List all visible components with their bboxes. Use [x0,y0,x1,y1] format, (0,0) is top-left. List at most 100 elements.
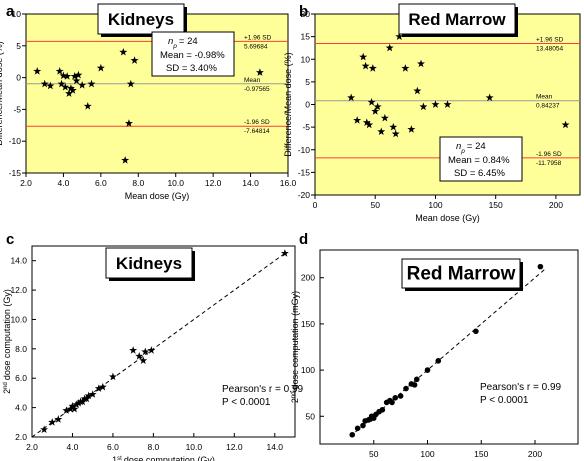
panel-d-point-14 [392,395,399,401]
panel-c-xtick-label-0: 2.0 [26,442,38,452]
panel-b-ytick-label-4: 0 [305,100,310,110]
panel-label-b: b [299,3,308,20]
panel-d-xtick-label-0: 50 [369,449,379,459]
panel-b-point-0 [347,93,356,102]
panel-b-ytick-label-3: -5 [302,122,310,132]
panel-d-point-10 [379,407,386,413]
panel-a-ref-value-0: 5.69684 [244,43,268,50]
panel-b-ytick-label-2: -10 [298,145,311,155]
panel-d-ytick-label-3: 200 [301,273,315,283]
panel-b-ytick-label-7: 15 [301,32,311,42]
panel-a-xtick-label-4: 10.0 [167,178,184,188]
panel-c-xtick-label-4: 10.0 [186,442,203,452]
panel-b-point-16 [401,64,410,72]
panel-d-ylabel-pre: 2 [290,398,300,403]
panel-a-ref-label-0: +1.96 SD [244,34,272,41]
panel-c-ytick-label-1: 4.0 [15,403,27,413]
panel-b-point-8 [371,107,380,115]
panel-c-point-6 [70,404,79,413]
panel-b-stats-box [439,136,523,182]
panel-d-title: Red Marrow [407,264,516,285]
panel-b-ytick-label-5: 5 [305,77,310,87]
panel-c-xlabel: 1st dose computation (Gy) [112,455,215,461]
panel-b-ref-label-2: -1.96 SD [536,151,562,158]
panel-a-point-11 [70,72,79,80]
panel-c-ylabel-sup: nd [3,382,9,389]
panel-b-point-23 [485,93,494,102]
panel-a-point-0 [33,67,42,75]
panel-b-xtick-label-3: 150 [489,200,503,210]
panel-c-point-13 [84,391,93,400]
panel-d-ytick-label-1: 100 [301,365,315,375]
panel-c-title-box [105,247,193,279]
panel-b-point-17 [407,125,416,133]
panel-c-ylabel: 2nd dose computation (Gy) [2,289,12,394]
panel-c-ytick-label-0: 2.0 [15,432,27,442]
panel-c-point-18 [129,346,138,354]
panel-b-point-18 [413,86,422,95]
panel-c-xlabel-text: dose computation (Gy) [124,455,215,461]
panel-a-stats-n-sub: p [172,43,177,50]
panel-c-point-17 [108,372,117,381]
panel-a-point-19 [121,156,130,164]
panel-a-point-23 [255,68,264,76]
panel-d-stats-r: Pearson's r = 0.99 [480,382,562,393]
panel-c-point-22 [147,346,156,354]
panel-b-point-11 [380,113,389,122]
panel-b-xtick-label-0: 0 [313,200,318,210]
panel-a-stats-mean: Mean = -0.98% [160,50,225,61]
panel-a-ref-label-2: -1.96 SD [244,119,270,126]
panel-a-ytick-label-5: 10 [12,9,22,19]
panel-b-point-15 [395,32,404,41]
panel-c-point-23 [280,249,289,257]
panel-d-point-22 [473,328,479,335]
panel-b-xtick-label-1: 50 [370,200,380,210]
panel-c-xtick-label-3: 8.0 [147,442,159,452]
panel-a-title-box [97,3,185,35]
panel-a-point-16 [87,79,96,88]
panel-a-xtick-label-0: 2.0 [20,178,32,188]
panel-d-ytick-label-2: 150 [301,319,315,329]
panel-c-point-19 [135,351,144,360]
panel-c-point-7 [72,400,81,409]
panel-a-stats-box [151,31,235,77]
panel-a-point-13 [74,70,83,79]
panel-d-title-box [401,258,521,289]
panel-a-point-7 [63,72,72,80]
panel-a-point-12 [72,76,81,85]
panel-b-point-3 [361,61,370,70]
panel-a-xtick-label-5: 12.0 [205,178,222,188]
panel-b-stats-n: np = 24 [456,141,486,155]
panel-d-ylabel-sup: nd [291,391,297,398]
panel-a-point-4 [57,79,66,88]
panel-d-point-13 [389,399,395,406]
panel-a-point-18 [119,47,128,56]
panel-a-point-1 [40,79,49,88]
panel-c-ytick-label-3: 8.0 [15,344,27,354]
panel-c-point-8 [74,399,83,407]
panel-a-point-21 [126,79,135,88]
panel-d-stats-p: P < 0.0001 [480,395,529,406]
panel-c-xtick-label-2: 6.0 [107,442,119,452]
panel-b-ytick-label-6: 10 [301,54,311,64]
panel-b-ref-label-1: Mean [536,94,553,101]
panel-b-ref-value-0: 13.48054 [536,46,563,53]
panel-a-ytick-label-0: -15 [9,168,22,178]
panel-b-stats-sd: SD = 6.45% [454,168,506,179]
panel-c-point-5 [68,401,77,410]
panel-a-title: Kidneys [108,10,174,29]
panel-a-xtick-label-7: 16.0 [280,178,297,188]
panel-c-ytick-label-2: 6.0 [15,373,27,383]
panel-d-ylabel-text: dose computation (mGy) [290,291,300,390]
panel-a-stats-n-label: n [168,36,173,47]
panel-b-point-19 [417,59,425,68]
panel-a-xtick-label-2: 6.0 [95,178,107,188]
panel-c-xtick-label-1: 4.0 [67,442,79,452]
panel-a-point-22 [130,56,139,64]
panel-d-xtick-label-1: 100 [420,449,434,459]
panel-b-ylabel: Difference/Mean dose (%) [283,52,293,156]
panel-a-ytick-label-3: 0 [16,73,21,83]
panel-a-point-14 [78,81,87,89]
panel-c-correlation-kidneys: c 2.0 4.0 6.0 8.0 10.0 12.0 14.0 2.0 4.0 6.0 8.0 10… [2,231,304,461]
panel-c-point-3 [62,406,71,414]
